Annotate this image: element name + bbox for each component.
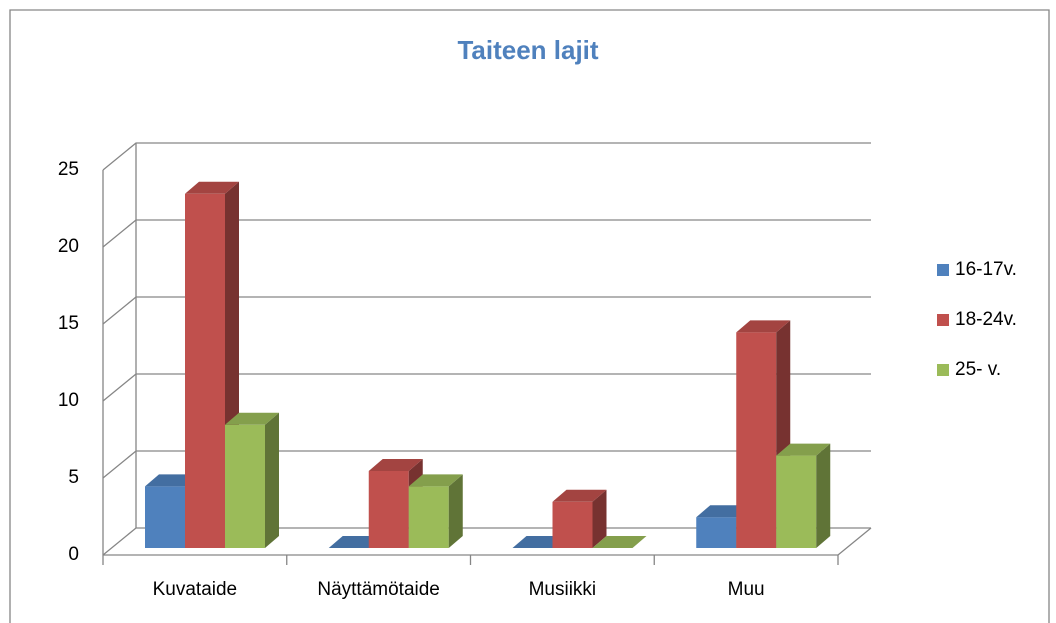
- bar-side: [816, 443, 831, 548]
- grid-line: [102, 373, 871, 402]
- bar-front: [368, 471, 409, 548]
- bar-front: [225, 424, 265, 548]
- legend-label: 18-24v.: [955, 309, 1017, 330]
- bar-top: [736, 320, 791, 333]
- grid-line: [102, 527, 871, 556]
- bar-front: [408, 486, 449, 548]
- chart-title: Taiteen lajit: [457, 35, 598, 65]
- grid-line: [102, 296, 871, 325]
- legend-label: 25- v.: [955, 359, 1001, 380]
- legend-swatch: [937, 264, 949, 276]
- x-tick-label: Kuvataide: [153, 579, 238, 600]
- bar-side: [592, 489, 607, 548]
- bar-side: [448, 474, 463, 548]
- chart-border: [9, 9, 1050, 623]
- bar-front: [552, 501, 593, 548]
- y-tick-label: 20: [58, 236, 79, 257]
- grid-line: [102, 142, 871, 171]
- bar-top: [225, 412, 279, 425]
- bar-front: [696, 517, 737, 548]
- bar-front: [145, 486, 185, 548]
- x-tick-label: Muu: [728, 579, 765, 600]
- bar: [225, 412, 279, 548]
- y-tick-label: 15: [58, 313, 79, 334]
- bar-top: [552, 489, 607, 502]
- bar-front: [776, 455, 817, 548]
- bar-top: [408, 474, 463, 487]
- x-tick-label: Näyttämötaide: [317, 579, 440, 600]
- legend-swatch: [937, 314, 949, 326]
- bar-top: [185, 181, 239, 194]
- legend-label: 16-17v.: [955, 259, 1017, 280]
- bar: [552, 489, 607, 548]
- bar: [776, 443, 831, 548]
- bar-front: [185, 193, 225, 549]
- bar-top: [368, 459, 423, 471]
- legend-swatch: [937, 364, 949, 376]
- y-tick-label: 0: [68, 544, 79, 565]
- bar: [408, 474, 463, 548]
- bar-side: [265, 412, 279, 548]
- bar-front: [736, 332, 777, 548]
- grid-line: [102, 450, 871, 479]
- grid-line: [102, 219, 871, 248]
- bar-top: [592, 536, 647, 548]
- bar: [592, 536, 647, 548]
- x-tick-label: Musiikki: [529, 579, 597, 600]
- y-tick-label: 25: [58, 159, 79, 180]
- bar-top: [776, 443, 831, 456]
- y-tick-label: 5: [68, 467, 79, 488]
- y-tick-label: 10: [58, 390, 79, 411]
